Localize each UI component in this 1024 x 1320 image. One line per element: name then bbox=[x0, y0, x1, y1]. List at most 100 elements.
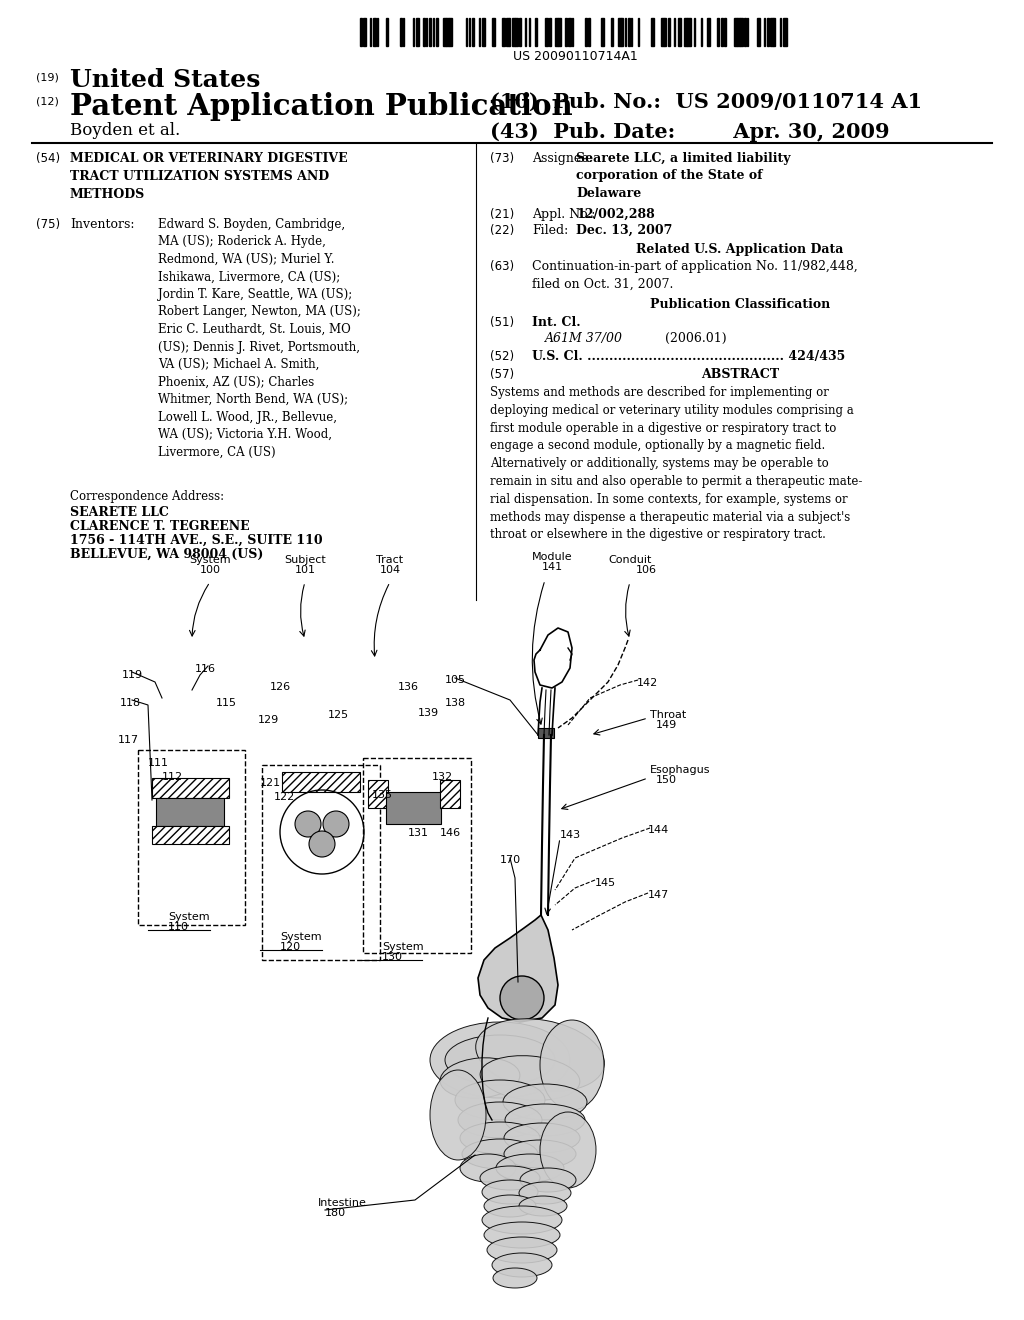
Ellipse shape bbox=[496, 1154, 564, 1181]
Text: Correspondence Address:: Correspondence Address: bbox=[70, 490, 224, 503]
Text: Conduit: Conduit bbox=[608, 554, 651, 565]
Bar bbox=[631, 18, 633, 46]
Bar bbox=[450, 18, 452, 46]
Text: (52): (52) bbox=[490, 350, 514, 363]
Bar bbox=[506, 18, 509, 46]
Ellipse shape bbox=[480, 1166, 540, 1191]
Text: 122: 122 bbox=[274, 792, 295, 803]
Text: 170: 170 bbox=[500, 855, 521, 865]
Text: 131: 131 bbox=[408, 828, 429, 838]
Text: System: System bbox=[280, 932, 322, 942]
Text: 119: 119 bbox=[122, 671, 143, 680]
Bar bbox=[757, 18, 760, 46]
Ellipse shape bbox=[519, 1181, 571, 1204]
Ellipse shape bbox=[430, 1022, 570, 1098]
Text: (51): (51) bbox=[490, 315, 514, 329]
Text: 146: 146 bbox=[440, 828, 461, 838]
Text: 100: 100 bbox=[200, 565, 220, 576]
Text: Tract: Tract bbox=[377, 554, 403, 565]
Bar bbox=[601, 18, 604, 46]
Bar bbox=[565, 18, 566, 46]
Bar bbox=[386, 18, 388, 46]
Bar bbox=[622, 18, 623, 46]
Ellipse shape bbox=[493, 1269, 537, 1288]
Text: Intestine: Intestine bbox=[318, 1199, 367, 1208]
Text: 110: 110 bbox=[168, 921, 189, 932]
Text: Systems and methods are described for implementing or
deploying medical or veter: Systems and methods are described for im… bbox=[490, 385, 862, 541]
Ellipse shape bbox=[492, 1253, 552, 1276]
Bar bbox=[618, 18, 621, 46]
Text: 105: 105 bbox=[445, 675, 466, 685]
Bar bbox=[628, 18, 631, 46]
Bar bbox=[472, 18, 474, 46]
Bar bbox=[403, 18, 404, 46]
Bar bbox=[364, 18, 366, 46]
Ellipse shape bbox=[430, 1071, 486, 1160]
Bar bbox=[493, 18, 496, 46]
Text: 106: 106 bbox=[636, 565, 657, 576]
Text: 101: 101 bbox=[295, 565, 315, 576]
Bar bbox=[694, 18, 695, 46]
Ellipse shape bbox=[460, 1154, 516, 1181]
Text: 141: 141 bbox=[542, 562, 562, 572]
Bar bbox=[767, 18, 769, 46]
Text: System: System bbox=[382, 942, 424, 952]
Text: U.S. Cl. ............................................. 424/435: U.S. Cl. ...............................… bbox=[532, 350, 845, 363]
Text: 121: 121 bbox=[260, 777, 282, 788]
Text: Patent Application Publication: Patent Application Publication bbox=[70, 92, 572, 121]
Bar bbox=[515, 18, 518, 46]
Bar bbox=[413, 18, 414, 46]
Ellipse shape bbox=[503, 1084, 587, 1119]
Bar bbox=[152, 826, 229, 843]
Bar bbox=[377, 18, 378, 46]
Bar bbox=[737, 18, 740, 46]
Bar bbox=[687, 18, 690, 46]
Bar bbox=[538, 729, 554, 738]
Ellipse shape bbox=[487, 1237, 557, 1263]
Text: BELLEVUE, WA 98004 (US): BELLEVUE, WA 98004 (US) bbox=[70, 548, 263, 561]
Bar bbox=[708, 18, 710, 46]
Text: SEARETE LLC: SEARETE LLC bbox=[70, 506, 169, 519]
Text: Edward S. Boyden, Cambridge,
MA (US); Roderick A. Hyde,
Redmond, WA (US); Muriel: Edward S. Boyden, Cambridge, MA (US); Ro… bbox=[158, 218, 360, 458]
Bar bbox=[482, 18, 485, 46]
Text: A61M 37/00: A61M 37/00 bbox=[545, 333, 623, 345]
Text: 120: 120 bbox=[280, 942, 301, 952]
Bar bbox=[362, 758, 471, 953]
Text: Boyden et al.: Boyden et al. bbox=[70, 121, 180, 139]
Text: (22): (22) bbox=[490, 224, 514, 238]
Ellipse shape bbox=[505, 1104, 585, 1137]
Text: 142: 142 bbox=[637, 678, 658, 688]
Text: Related U.S. Application Data: Related U.S. Application Data bbox=[636, 243, 844, 256]
Text: System: System bbox=[168, 912, 210, 921]
Ellipse shape bbox=[482, 1180, 538, 1204]
Bar bbox=[525, 18, 526, 46]
Bar bbox=[549, 18, 551, 46]
Text: 125: 125 bbox=[328, 710, 349, 719]
Bar bbox=[282, 772, 360, 792]
Text: (75): (75) bbox=[36, 218, 60, 231]
Text: 138: 138 bbox=[445, 698, 466, 708]
Text: 111: 111 bbox=[148, 758, 169, 768]
Bar bbox=[436, 18, 438, 46]
Text: 136: 136 bbox=[398, 682, 419, 692]
Bar bbox=[764, 18, 765, 46]
Bar bbox=[399, 18, 401, 46]
Text: 135: 135 bbox=[372, 789, 393, 800]
Bar bbox=[588, 18, 590, 46]
Bar bbox=[446, 18, 450, 46]
Bar bbox=[416, 18, 420, 46]
Text: Searete LLC, a limited liability
corporation of the State of
Delaware: Searete LLC, a limited liability corpora… bbox=[575, 152, 791, 201]
Text: Module: Module bbox=[531, 552, 572, 562]
Bar bbox=[721, 18, 723, 46]
Text: Int. Cl.: Int. Cl. bbox=[532, 315, 581, 329]
Ellipse shape bbox=[504, 1140, 575, 1168]
Bar bbox=[368, 780, 388, 808]
Text: MEDICAL OR VETERINARY DIGESTIVE
TRACT UTILIZATION SYSTEMS AND
METHODS: MEDICAL OR VETERINARY DIGESTIVE TRACT UT… bbox=[70, 152, 347, 201]
Bar bbox=[743, 18, 746, 46]
Bar bbox=[536, 18, 538, 46]
Bar bbox=[555, 18, 558, 46]
Text: 112: 112 bbox=[162, 772, 183, 781]
Bar bbox=[665, 18, 666, 46]
Bar bbox=[611, 18, 612, 46]
Bar bbox=[783, 18, 786, 46]
